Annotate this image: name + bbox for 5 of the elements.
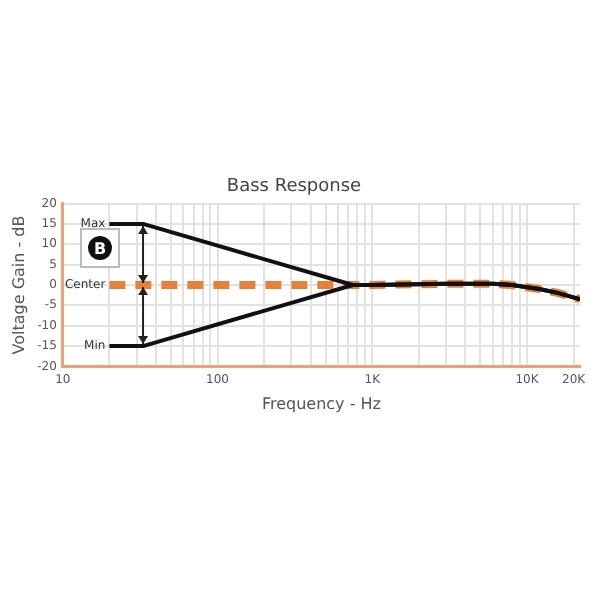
y-axis-title: Voltage Gain - dB	[9, 215, 28, 355]
x-axis-title: Frequency - Hz	[261, 394, 381, 413]
letter-badge: B	[80, 228, 120, 268]
annotation: B	[88, 236, 112, 260]
chart-title: Bass Response	[226, 177, 363, 198]
